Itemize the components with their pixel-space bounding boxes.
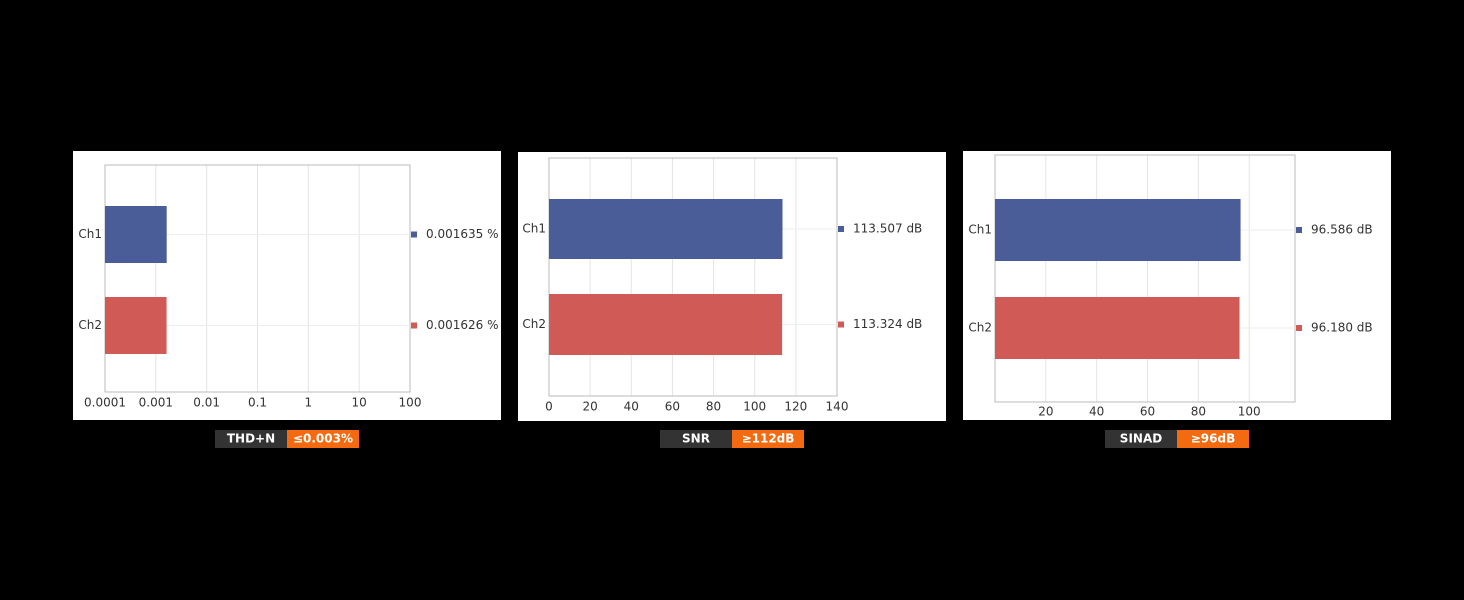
value-label: 113.324 dB [853, 317, 922, 331]
badge-value: ≥96dB [1191, 432, 1236, 446]
bar [549, 199, 783, 259]
x-tick-label: 80 [1191, 405, 1206, 419]
x-tick-label: 100 [399, 396, 422, 410]
label-marker [411, 322, 417, 329]
bar [995, 199, 1241, 261]
badge-value: ≤0.003% [293, 432, 353, 446]
label-marker [1296, 325, 1302, 331]
badge-bg [215, 430, 287, 448]
panel [963, 151, 1391, 420]
category-label: Ch2 [968, 321, 992, 335]
x-tick-label: 0.01 [193, 396, 220, 410]
x-tick-label: 140 [826, 400, 849, 414]
panel [73, 151, 501, 420]
badge-title: THD+N [227, 432, 275, 446]
category-label: Ch2 [78, 318, 102, 332]
badge-value-bg [732, 430, 804, 448]
x-tick-label: 40 [624, 400, 639, 414]
category-label: Ch2 [522, 317, 546, 331]
x-tick-label: 40 [1089, 405, 1104, 419]
x-tick-label: 20 [1038, 405, 1053, 419]
x-tick-label: 0.0001 [84, 396, 126, 410]
x-tick-label: 120 [784, 400, 807, 414]
category-label: Ch1 [78, 227, 102, 241]
plot-frame [104, 164, 411, 393]
label-marker [838, 226, 844, 232]
value-label: 0.001626 % [426, 318, 498, 332]
bar [105, 297, 167, 354]
bar [995, 297, 1240, 359]
plot-frame [994, 154, 1296, 403]
badge-value-bg [1177, 430, 1249, 448]
x-tick-label: 1 [305, 396, 313, 410]
badge-title: SNR [682, 432, 710, 446]
x-tick-label: 100 [1238, 405, 1261, 419]
badge-value: ≥112dB [742, 432, 795, 446]
x-tick-label: 10 [352, 396, 367, 410]
category-label: Ch1 [522, 222, 546, 236]
plot-frame [548, 157, 838, 397]
label-marker [411, 231, 417, 238]
label-marker [838, 321, 844, 328]
value-label: 96.586 dB [1311, 223, 1373, 237]
x-tick-label: 0.001 [139, 396, 173, 410]
badge-bg [1105, 430, 1177, 448]
bar [549, 294, 783, 355]
x-tick-label: 0.1 [248, 396, 267, 410]
panel [518, 152, 946, 421]
value-label: 96.180 dB [1311, 321, 1373, 335]
label-marker [1296, 227, 1302, 233]
x-tick-label: 60 [1140, 405, 1155, 419]
value-label: 113.507 dB [853, 222, 922, 236]
x-tick-label: 0 [545, 400, 553, 414]
x-tick-label: 60 [665, 400, 680, 414]
bar [105, 206, 167, 263]
badge-bg [660, 430, 732, 448]
category-label: Ch1 [968, 223, 992, 237]
x-tick-label: 100 [743, 400, 766, 414]
badge-value-bg [287, 430, 359, 448]
x-tick-label: 80 [706, 400, 721, 414]
x-tick-label: 20 [583, 400, 598, 414]
badge-title: SINAD [1120, 432, 1162, 446]
value-label: 0.001635 % [426, 227, 498, 241]
